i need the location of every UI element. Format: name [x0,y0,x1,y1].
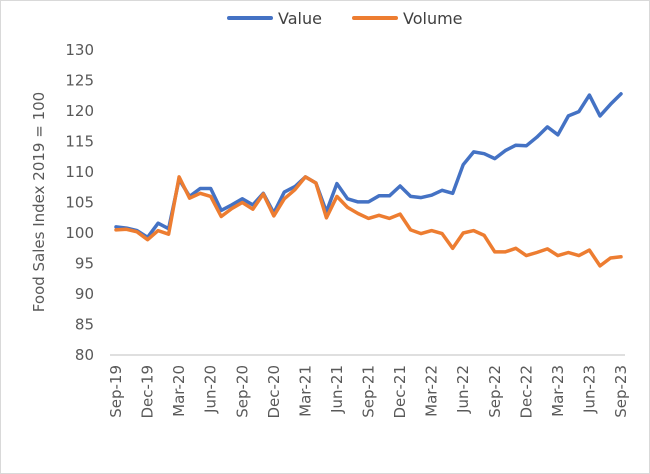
x-tick-label-sep-20: Sep-20 [233,365,251,418]
series-layer [114,92,623,268]
x-tick-label-sep-19: Sep-19 [107,365,125,418]
y-tick-label-100: 100 [65,224,94,242]
series-line-volume [114,175,623,268]
x-tick-label-mar-23: Mar-23 [549,365,567,417]
y-tick-label-80: 80 [75,346,94,364]
y-tick-label-85: 85 [75,316,94,334]
x-tick-label-sep-22: Sep-22 [486,365,504,418]
y-tick-label-110: 110 [65,163,94,181]
x-tick-label-dec-22: Dec-22 [517,365,535,419]
x-tick-label-dec-19: Dec-19 [139,365,157,419]
x-tick-label-sep-23: Sep-23 [612,365,630,418]
x-tick-label-jun-20: Jun-20 [202,365,220,414]
y-tick-label-95: 95 [75,255,94,273]
y-tick-label-90: 90 [75,285,94,303]
x-tick-label-mar-22: Mar-22 [423,365,441,417]
series-line-value [114,92,623,240]
legend: Value Volume [227,9,463,28]
x-tick-label-mar-21: Mar-21 [296,365,314,417]
y-tick-label-105: 105 [65,194,94,212]
x-axis-ticks: Sep-19 Dec-19 Mar-20 Jun-20 Sep-20 Dec-20 Mar-… [107,365,630,419]
x-tick-label-jun-21: Jun-21 [328,365,346,414]
y-axis-label: Food Sales Index 2019 = 100 [30,92,48,312]
y-tick-label-125: 125 [65,72,94,90]
x-tick-label-dec-20: Dec-20 [265,365,283,419]
legend-label-volume: Volume [403,9,463,28]
y-tick-label-115: 115 [65,133,94,151]
x-tick-label-dec-21: Dec-21 [391,365,409,419]
x-tick-label-jun-22: Jun-22 [454,365,472,414]
y-tick-label-120: 120 [65,102,94,120]
y-tick-label-130: 130 [65,41,94,59]
x-tick-label-jun-23: Jun-23 [580,365,598,414]
legend-label-value: Value [278,9,322,28]
x-tick-label-mar-20: Mar-20 [170,365,188,417]
x-tick-label-sep-21: Sep-21 [360,365,378,418]
y-axis-ticks: 80 85 90 95 100 105 110 115 120 125 130 [65,41,94,364]
